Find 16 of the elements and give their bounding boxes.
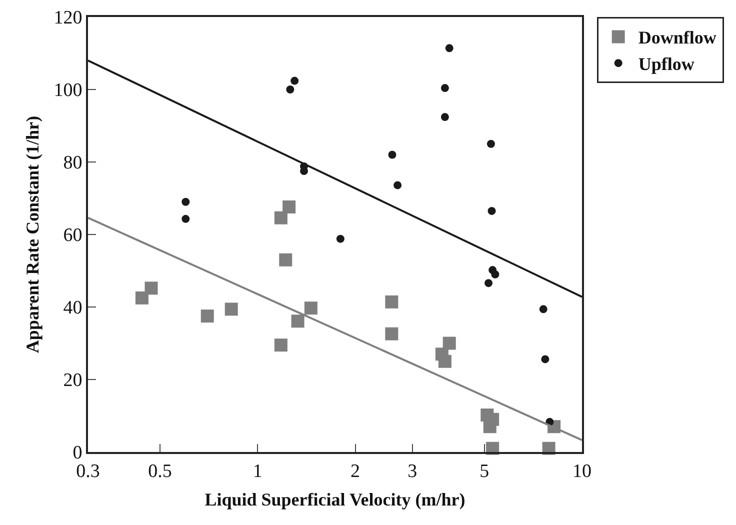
y-tick-label: 100 bbox=[54, 80, 82, 102]
legend-label: Upflow bbox=[638, 54, 694, 74]
y-axis-title: Apparent Rate Constant (1/hr) bbox=[22, 116, 42, 354]
x-tick-label: 3 bbox=[408, 460, 418, 482]
y-tick-label: 80 bbox=[63, 152, 82, 174]
legend-label: Downflow bbox=[638, 28, 716, 48]
x-tick-label: 0.5 bbox=[148, 460, 172, 482]
x-axis-title: Liquid Superficial Velocity (m/hr) bbox=[204, 489, 466, 510]
x-tick-label: 2 bbox=[350, 460, 360, 482]
x-tick-label: 5 bbox=[480, 460, 490, 482]
y-tick-label: 120 bbox=[54, 8, 82, 29]
y-tick-label: 60 bbox=[63, 225, 82, 246]
y-tick-label: 40 bbox=[63, 298, 82, 319]
x-tick-label: 1 bbox=[252, 460, 262, 482]
x-tick-label: 10 bbox=[572, 460, 592, 482]
y-tick-label: 20 bbox=[63, 370, 82, 392]
